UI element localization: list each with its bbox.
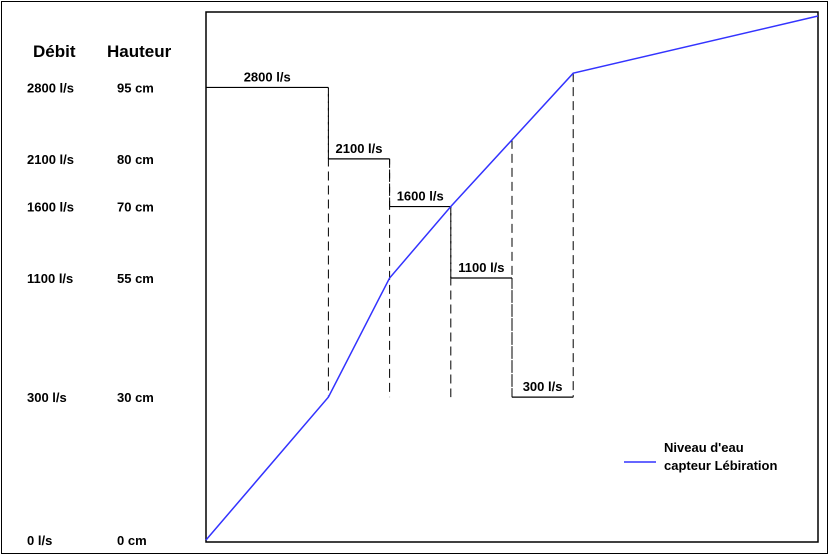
step-label: 2800 l/s bbox=[244, 69, 291, 84]
legend-label-line1: Niveau d'eau bbox=[664, 440, 744, 455]
series-line-niveau bbox=[205, 15, 819, 541]
step-label: 1100 l/s bbox=[458, 260, 504, 275]
y-label-debit: 1600 l/s bbox=[27, 200, 74, 215]
header-debit: Débit bbox=[33, 42, 76, 61]
legend: Niveau d'eau capteur Lébiration bbox=[624, 440, 777, 473]
step-label: 1600 l/s bbox=[397, 189, 444, 204]
y-label-hauteur: 30 cm bbox=[117, 390, 154, 405]
y-label-debit: 2100 l/s bbox=[27, 152, 74, 167]
step-label: 300 l/s bbox=[523, 379, 563, 394]
plot-area bbox=[205, 11, 819, 543]
y-level-labels: 2800 l/s 95 cm 2100 l/s 80 cm 1600 l/s 70 cm 1… bbox=[27, 80, 154, 548]
y-label-debit: 300 l/s bbox=[27, 390, 67, 405]
y-label-debit: 0 l/s bbox=[27, 533, 52, 548]
y-label-debit: 1100 l/s bbox=[27, 271, 73, 286]
y-label-debit: 2800 l/s bbox=[27, 80, 74, 95]
y-label-hauteur: 70 cm bbox=[117, 200, 154, 215]
y-label-hauteur: 80 cm bbox=[117, 152, 154, 167]
header-hauteur: Hauteur bbox=[107, 42, 172, 61]
step-segments: 2800 l/s 2100 l/s 1600 l/s 1100 l/s 300 l/s bbox=[206, 69, 574, 398]
legend-label-line2: capteur Lébiration bbox=[664, 458, 777, 473]
y-label-hauteur: 55 cm bbox=[117, 271, 154, 286]
y-label-hauteur: 95 cm bbox=[117, 80, 154, 95]
y-label-hauteur: 0 cm bbox=[117, 533, 147, 548]
series-lines bbox=[205, 15, 819, 541]
step-label: 2100 l/s bbox=[336, 141, 383, 156]
